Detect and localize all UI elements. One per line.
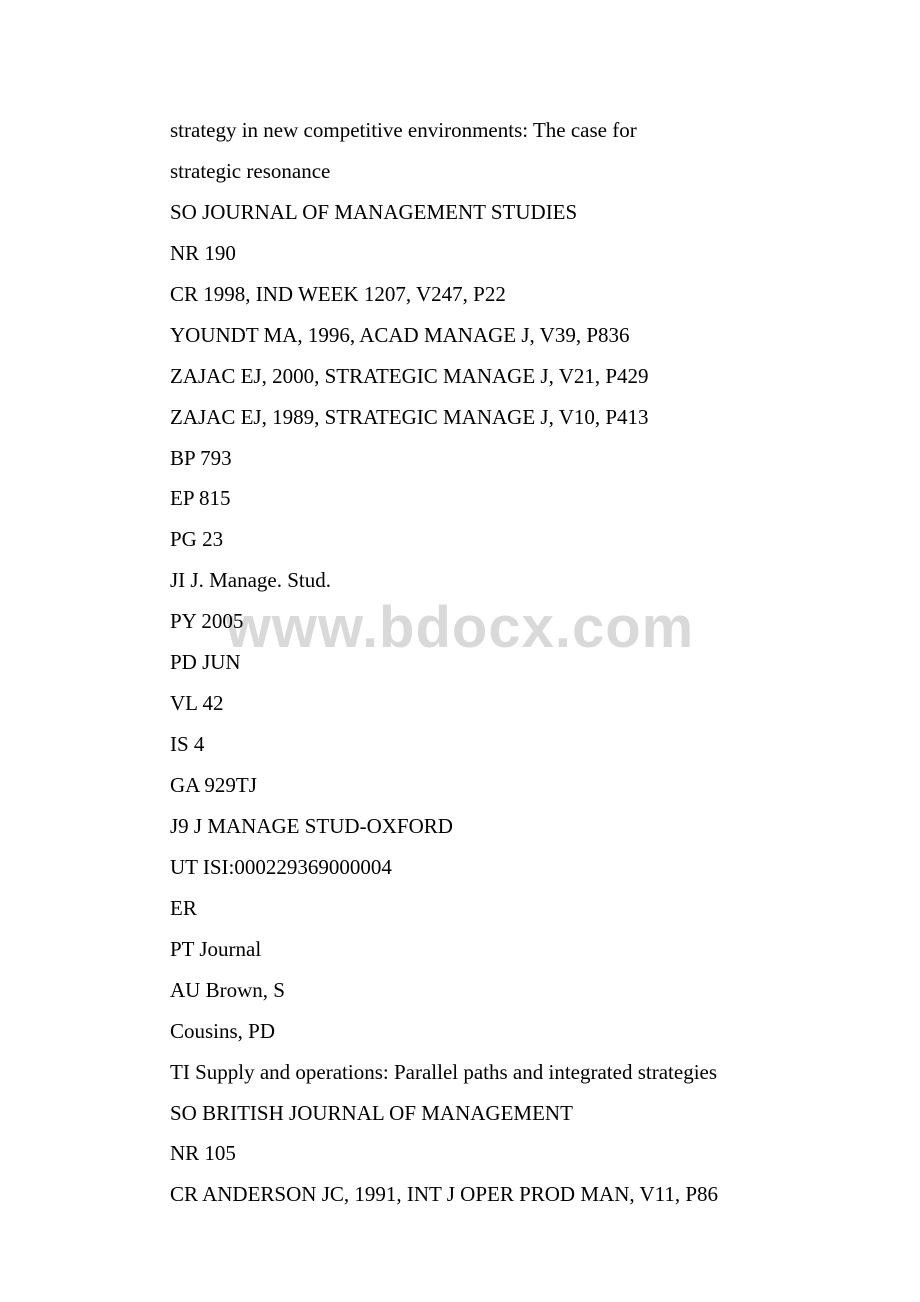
text-line: PG 23: [170, 519, 750, 560]
text-line: UT ISI:000229369000004: [170, 847, 750, 888]
text-line: SO JOURNAL OF MANAGEMENT STUDIES: [170, 192, 750, 233]
text-line: ZAJAC EJ, 1989, STRATEGIC MANAGE J, V10,…: [170, 397, 750, 438]
text-line: VL 42: [170, 683, 750, 724]
text-line: CR 1998, IND WEEK 1207, V247, P22: [170, 274, 750, 315]
text-line: SO BRITISH JOURNAL OF MANAGEMENT: [170, 1093, 750, 1134]
text-line: ER: [170, 888, 750, 929]
text-line: EP 815: [170, 478, 750, 519]
text-line: PT Journal: [170, 929, 750, 970]
text-line: J9 J MANAGE STUD-OXFORD: [170, 806, 750, 847]
text-line: PD JUN: [170, 642, 750, 683]
text-line: BP 793: [170, 438, 750, 479]
text-line: CR ANDERSON JC, 1991, INT J OPER PROD MA…: [170, 1174, 750, 1215]
text-line: AU Brown, S: [170, 970, 750, 1011]
text-line: strategy in new competitive environments…: [170, 110, 750, 151]
text-line: Cousins, PD: [170, 1011, 750, 1052]
text-line: PY 2005: [170, 601, 750, 642]
text-line: YOUNDT MA, 1996, ACAD MANAGE J, V39, P83…: [170, 315, 750, 356]
text-line: NR 190: [170, 233, 750, 274]
text-line: strategic resonance: [170, 151, 750, 192]
text-line: GA 929TJ: [170, 765, 750, 806]
text-line: NR 105: [170, 1133, 750, 1174]
text-line: IS 4: [170, 724, 750, 765]
document-page: strategy in new competitive environments…: [0, 0, 920, 1275]
text-line: ZAJAC EJ, 2000, STRATEGIC MANAGE J, V21,…: [170, 356, 750, 397]
text-line: TI Supply and operations: Parallel paths…: [170, 1052, 750, 1093]
text-line: JI J. Manage. Stud.: [170, 560, 750, 601]
